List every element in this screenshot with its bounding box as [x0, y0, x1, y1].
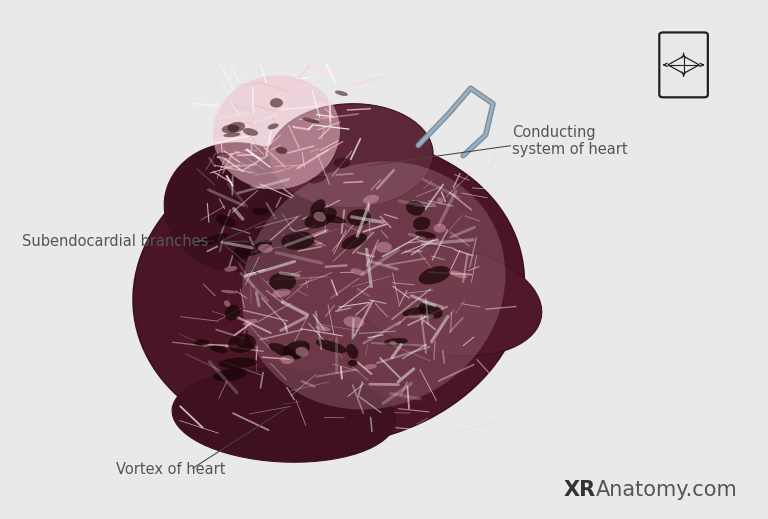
Text: Conducting
system of heart: Conducting system of heart [511, 125, 627, 157]
Ellipse shape [283, 340, 310, 359]
Ellipse shape [437, 197, 443, 204]
Ellipse shape [343, 316, 364, 328]
Ellipse shape [210, 346, 227, 353]
Ellipse shape [228, 334, 256, 353]
Ellipse shape [227, 122, 245, 132]
Ellipse shape [415, 231, 436, 238]
Ellipse shape [252, 208, 269, 215]
Ellipse shape [213, 368, 247, 381]
Ellipse shape [273, 289, 290, 297]
Ellipse shape [269, 272, 296, 291]
Text: Vortex of heart: Vortex of heart [116, 462, 225, 477]
Ellipse shape [233, 245, 250, 260]
Ellipse shape [389, 341, 397, 345]
Text: Anatomy.com: Anatomy.com [595, 481, 737, 500]
Ellipse shape [172, 368, 396, 462]
Ellipse shape [224, 266, 237, 272]
Ellipse shape [280, 356, 294, 364]
Ellipse shape [269, 104, 433, 208]
Ellipse shape [433, 224, 446, 233]
Ellipse shape [348, 360, 357, 366]
Ellipse shape [316, 339, 346, 353]
Ellipse shape [449, 270, 467, 278]
Ellipse shape [310, 199, 326, 215]
Text: Subendocardial branches: Subendocardial branches [22, 234, 209, 249]
Ellipse shape [419, 266, 451, 284]
Ellipse shape [270, 98, 283, 107]
Ellipse shape [406, 201, 425, 216]
Ellipse shape [346, 344, 358, 359]
Ellipse shape [376, 242, 392, 253]
Ellipse shape [363, 364, 377, 370]
Ellipse shape [164, 143, 314, 272]
Ellipse shape [194, 339, 209, 346]
Ellipse shape [243, 128, 258, 136]
Ellipse shape [316, 213, 346, 223]
Ellipse shape [269, 343, 301, 360]
Ellipse shape [347, 209, 371, 226]
Ellipse shape [342, 234, 367, 249]
Ellipse shape [133, 136, 525, 445]
Ellipse shape [223, 132, 240, 137]
Ellipse shape [384, 338, 408, 346]
Ellipse shape [222, 125, 240, 133]
Ellipse shape [213, 75, 340, 189]
Ellipse shape [355, 246, 541, 356]
Ellipse shape [267, 124, 279, 129]
Ellipse shape [281, 231, 315, 250]
Ellipse shape [304, 207, 336, 228]
Ellipse shape [316, 325, 330, 331]
Ellipse shape [217, 214, 236, 228]
Ellipse shape [220, 290, 237, 294]
Ellipse shape [313, 212, 326, 222]
Ellipse shape [219, 358, 257, 368]
Ellipse shape [243, 319, 257, 325]
Ellipse shape [419, 302, 442, 319]
Ellipse shape [350, 268, 365, 275]
Ellipse shape [310, 175, 326, 183]
Ellipse shape [258, 244, 273, 253]
Ellipse shape [363, 195, 379, 204]
Ellipse shape [413, 217, 430, 230]
Text: XR: XR [564, 481, 596, 500]
Ellipse shape [334, 158, 350, 168]
Ellipse shape [217, 153, 230, 158]
Ellipse shape [198, 234, 229, 246]
Ellipse shape [224, 300, 230, 307]
Ellipse shape [402, 306, 429, 316]
Ellipse shape [315, 242, 323, 245]
Ellipse shape [225, 305, 240, 321]
Ellipse shape [242, 161, 505, 409]
Ellipse shape [303, 118, 319, 124]
Ellipse shape [296, 347, 308, 357]
Ellipse shape [246, 240, 272, 256]
Ellipse shape [335, 90, 348, 96]
Ellipse shape [276, 147, 287, 154]
